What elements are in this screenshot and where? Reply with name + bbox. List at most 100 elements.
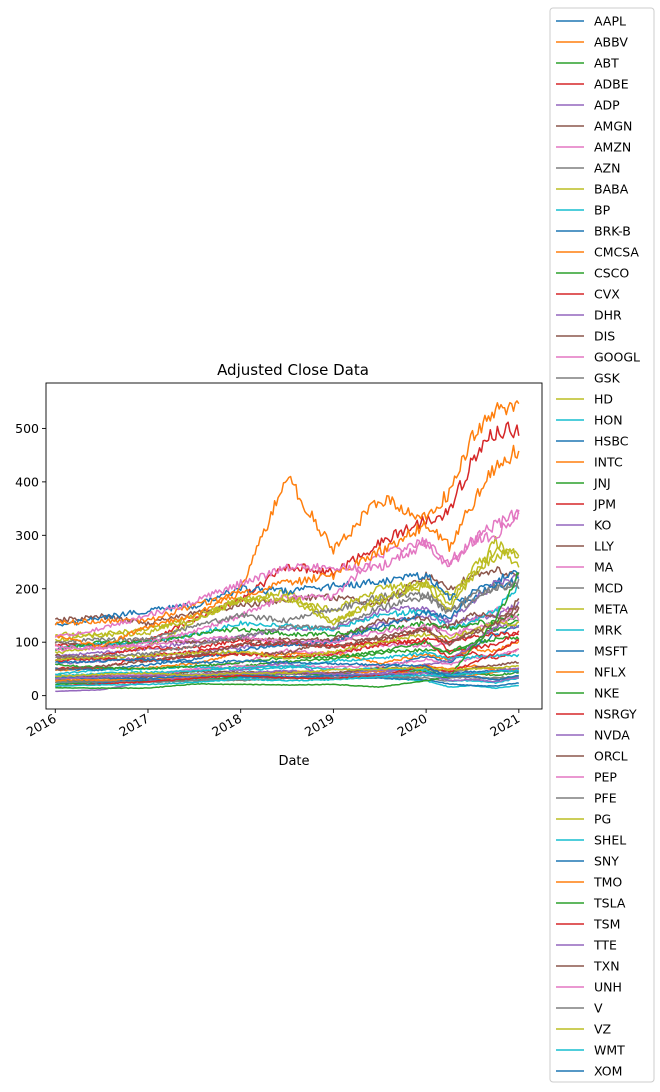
legend-label: INTC xyxy=(594,455,623,470)
legend-label: SNY xyxy=(594,854,619,869)
legend-label: KO xyxy=(594,518,612,533)
legend-label: TTE xyxy=(593,938,617,953)
legend-item: WMT xyxy=(556,1043,625,1058)
legend-item: HSBC xyxy=(556,434,629,449)
legend-item: PG xyxy=(556,812,611,827)
legend-item: META xyxy=(556,602,628,617)
legend-item: GSK xyxy=(556,371,621,386)
series-line-ma xyxy=(55,509,520,650)
legend-label: NKE xyxy=(594,686,620,701)
legend-item: ORCL xyxy=(556,749,628,764)
legend-label: CMCSA xyxy=(594,245,639,260)
legend-label: TMO xyxy=(593,875,622,890)
legend-label: HD xyxy=(594,392,613,407)
legend-item: CVX xyxy=(556,287,620,302)
legend-label: TSM xyxy=(593,917,620,932)
legend-label: WMT xyxy=(594,1043,625,1058)
legend-label: AMGN xyxy=(594,119,632,134)
legend-item: ADP xyxy=(556,98,620,113)
x-tick-label: 2018 xyxy=(209,711,244,740)
legend-label: NFLX xyxy=(594,665,627,680)
legend-item: PEP xyxy=(556,770,617,785)
legend-label: SHEL xyxy=(594,833,626,848)
legend-label: XOM xyxy=(594,1064,622,1079)
legend-item: TXN xyxy=(556,959,620,974)
legend: AAPL ABBV ABT ADBE ADP AMGN AMZN AZN BABA BP BRK-B… xyxy=(549,7,655,1083)
y-tick-label: 200 xyxy=(15,581,39,596)
legend-label: GSK xyxy=(594,371,621,386)
legend-item: V xyxy=(556,1001,603,1016)
series-line-jnj xyxy=(55,613,520,652)
legend-item: CSCO xyxy=(556,266,629,281)
legend-label: V xyxy=(594,1001,603,1016)
x-tick-label: 2019 xyxy=(302,711,337,740)
legend-label: AZN xyxy=(594,161,620,176)
legend-item: TSM xyxy=(556,917,620,932)
y-axis-ticks: 0 100 200 300 400 500 xyxy=(15,421,46,703)
legend-label: DHR xyxy=(594,308,622,323)
plot-area xyxy=(45,382,543,710)
legend-label: NSRGY xyxy=(594,707,637,722)
legend-label: META xyxy=(594,602,628,617)
legend-label: ADP xyxy=(594,98,620,113)
series-line-meta xyxy=(54,548,520,642)
legend-item: BABA xyxy=(556,182,629,197)
series-line-msft xyxy=(55,576,520,672)
legend-item: AZN xyxy=(556,161,620,176)
legend-label: GOOGL xyxy=(594,350,640,365)
legend-label: MCD xyxy=(594,581,623,596)
series-line-mcd xyxy=(55,582,520,644)
series-line-xom xyxy=(54,657,519,681)
legend-label: AMZN xyxy=(594,140,631,155)
legend-label: DIS xyxy=(594,329,615,344)
legend-item: ABT xyxy=(556,56,619,71)
legend-item: TTE xyxy=(556,938,617,953)
legend-item: NKE xyxy=(556,686,620,701)
legend-label: JPM xyxy=(593,497,616,512)
legend-label: NVDA xyxy=(594,728,630,743)
legend-item: SNY xyxy=(556,854,619,869)
legend-label: PG xyxy=(594,812,611,827)
legend-label: AAPL xyxy=(594,14,626,29)
legend-item: UNH xyxy=(556,980,622,995)
legend-label: TXN xyxy=(593,959,620,974)
legend-item: CMCSA xyxy=(556,245,639,260)
legend-label: UNH xyxy=(594,980,622,995)
legend-label: MA xyxy=(594,560,614,575)
y-tick-label: 100 xyxy=(15,635,39,650)
legend-item: AMGN xyxy=(556,119,632,134)
y-tick-label: 300 xyxy=(15,528,39,543)
legend-item: JPM xyxy=(556,497,616,512)
chart-title: Adjusted Close Data xyxy=(217,361,369,379)
legend-label: LLY xyxy=(594,539,614,554)
legend-item: KO xyxy=(556,518,612,533)
legend-item: SHEL xyxy=(556,833,626,848)
legend-item: DIS xyxy=(556,329,615,344)
legend-label: JNJ xyxy=(593,476,611,491)
y-tick-label: 0 xyxy=(31,688,39,703)
legend-item: HON xyxy=(556,413,623,428)
legend-item: HD xyxy=(556,392,613,407)
legend-label: HSBC xyxy=(594,434,629,449)
series-line-hsbc xyxy=(55,673,519,687)
series-line-mrk xyxy=(54,650,520,676)
x-axis-label: Date xyxy=(278,754,309,769)
series-line-wmt xyxy=(55,669,519,688)
series-line-tsm xyxy=(55,638,520,687)
y-tick-label: 400 xyxy=(15,474,39,489)
legend-item: TMO xyxy=(556,875,622,890)
legend-item: NVDA xyxy=(556,728,630,743)
legend-item: AMZN xyxy=(556,140,631,155)
legend-item: NFLX xyxy=(556,665,627,680)
series-line-v xyxy=(55,578,520,659)
legend-item: DHR xyxy=(556,308,622,323)
legend-label: ADBE xyxy=(594,77,629,92)
legend-label: BP xyxy=(594,203,611,218)
legend-label: CSCO xyxy=(594,266,629,281)
legend-label: CVX xyxy=(594,287,620,302)
legend-label: BRK-B xyxy=(594,224,631,239)
series-line-tte xyxy=(55,669,519,683)
legend-item: NSRGY xyxy=(556,707,637,722)
legend-item: PFE xyxy=(556,791,617,806)
